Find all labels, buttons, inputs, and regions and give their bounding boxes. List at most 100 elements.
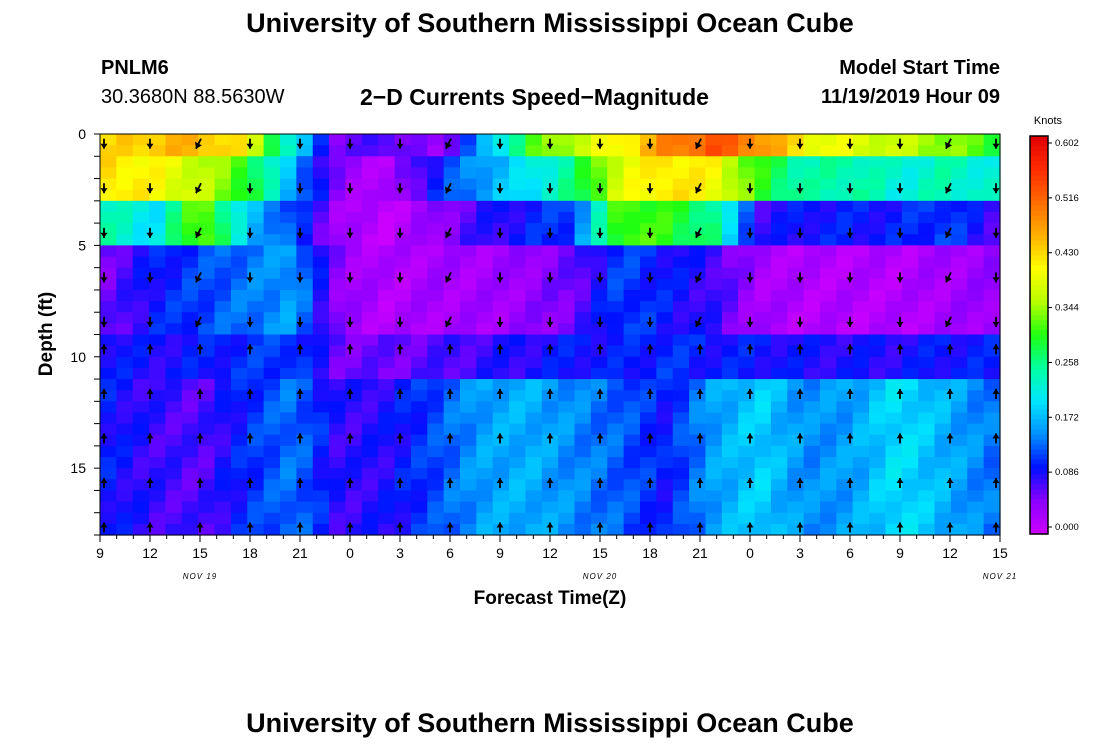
current-arrow [496, 388, 504, 399]
heatmap-cell [443, 367, 461, 380]
heatmap-cell [607, 167, 625, 180]
heatmap-cell [787, 379, 805, 391]
heatmap-cell [427, 323, 445, 336]
heatmap-cell [820, 267, 837, 280]
heatmap-cell [640, 178, 657, 191]
heatmap-cell [378, 523, 396, 536]
heatmap-cell [378, 256, 396, 269]
heatmap-cell [934, 457, 952, 469]
heatmap-cell [476, 301, 494, 313]
heatmap-cell [607, 145, 625, 157]
heatmap-cell [361, 379, 379, 391]
heatmap-cell [967, 211, 985, 224]
current-arrow [396, 272, 404, 283]
heatmap-cell [607, 245, 625, 258]
heatmap-cell [378, 200, 396, 213]
heatmap-cell [312, 256, 330, 269]
heatmap-cell [247, 234, 265, 246]
current-arrow [846, 522, 854, 533]
heatmap-cell [296, 301, 314, 313]
heatmap-cell [378, 490, 396, 503]
colorbar-segment [1030, 384, 1048, 391]
current-arrow [100, 478, 108, 488]
heatmap-cell [918, 334, 936, 347]
heatmap-cell [132, 390, 150, 402]
heatmap-cell [198, 523, 216, 536]
heatmap-cell [312, 479, 330, 492]
heatmap-cell [803, 323, 821, 336]
heatmap-cell [901, 189, 919, 202]
heatmap-cell [623, 345, 641, 358]
heatmap-cell [623, 256, 641, 269]
heatmap-cell [738, 312, 756, 324]
current-arrow [546, 272, 554, 283]
heatmap-cell [525, 334, 543, 347]
heatmap-cell [869, 445, 887, 458]
heatmap-cell [230, 334, 248, 347]
heatmap-cell [230, 468, 248, 480]
heatmap-cell [820, 323, 837, 336]
heatmap-cell [509, 134, 527, 146]
heatmap-cell [541, 234, 559, 246]
heatmap-cell [230, 145, 248, 157]
heatmap-cell [460, 178, 477, 191]
heatmap-cell [230, 423, 248, 436]
heatmap-cell [181, 412, 199, 425]
heatmap-cell [607, 401, 625, 414]
heatmap-cell [721, 356, 739, 369]
heatmap-cell [934, 301, 952, 313]
heatmap-cell [820, 278, 837, 291]
heatmap-cell [247, 312, 265, 324]
heatmap-cell [836, 267, 854, 280]
heatmap-cell [329, 189, 347, 202]
heatmap-cell [116, 445, 134, 458]
heatmap-cell [705, 423, 723, 436]
current-arrow [496, 138, 504, 149]
heatmap-cell [820, 412, 837, 425]
current-vectors [100, 138, 1000, 533]
heatmap-cell [901, 134, 919, 146]
heatmap-cell [623, 167, 641, 180]
heatmap-cell [378, 223, 396, 235]
heatmap-cell [689, 523, 707, 536]
heatmap-cell [558, 356, 576, 369]
heatmap-cell [656, 245, 674, 258]
colorbar-segment [1030, 454, 1048, 460]
heatmap-cell [770, 445, 788, 458]
heatmap-cell [754, 289, 772, 302]
heatmap-cell [852, 445, 870, 458]
heatmap-cell [280, 401, 297, 414]
heatmap-cell [705, 211, 723, 224]
heatmap-cell [198, 345, 216, 358]
heatmap-cell [803, 423, 821, 436]
heatmap-cell [934, 490, 952, 503]
heatmap-cell [934, 334, 952, 347]
heatmap-cell [198, 501, 216, 514]
heatmap-cell [656, 211, 674, 224]
heatmap-cell [640, 457, 657, 469]
heatmap-cell [476, 445, 494, 458]
heatmap-cell [803, 200, 821, 213]
heatmap-cell [361, 189, 379, 202]
heatmap-cell [574, 367, 592, 380]
colorbar-segment [1030, 155, 1048, 162]
heatmap-cell [230, 223, 248, 235]
heatmap-cell [803, 367, 821, 380]
heatmap-cell [852, 178, 870, 191]
heatmap-cell [607, 345, 625, 358]
heatmap-cell [803, 256, 821, 269]
heatmap-cell [901, 367, 919, 380]
heatmap-cell [443, 189, 461, 202]
heatmap-cell [607, 434, 625, 447]
colorbar-segment [1030, 429, 1048, 436]
heatmap-cell [149, 501, 167, 514]
heatmap-cell [132, 501, 150, 514]
heatmap-cell [803, 301, 821, 313]
heatmap-cell [869, 401, 887, 414]
heatmap-cell [525, 457, 543, 469]
heatmap-cell [280, 278, 297, 291]
heatmap-cell [263, 156, 281, 169]
heatmap-cell [574, 223, 592, 235]
heatmap-cell [100, 312, 117, 324]
heatmap-cell [934, 356, 952, 369]
